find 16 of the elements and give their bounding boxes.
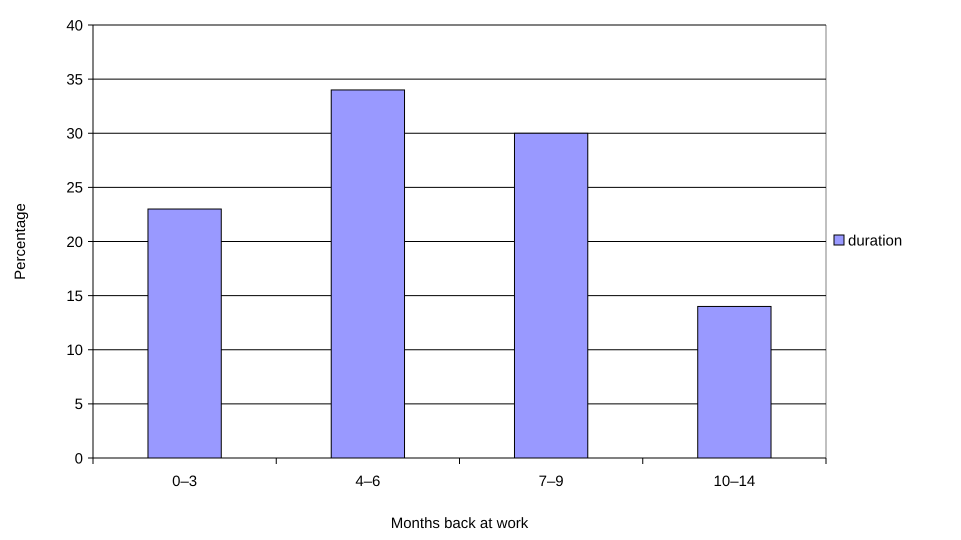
- y-tick-label: 10: [66, 342, 83, 359]
- x-tick-label: 0–3: [172, 473, 198, 490]
- y-tick-label: 40: [66, 17, 83, 34]
- legend-label: duration: [848, 232, 902, 250]
- y-axis-title: Percentage: [12, 203, 29, 280]
- y-tick-label: 0: [74, 450, 83, 468]
- x-tick-label: 7–9: [538, 473, 564, 490]
- y-tick-label: 30: [66, 126, 83, 142]
- x-tick-label: 4–6: [355, 473, 380, 490]
- y-tick-label: 5: [74, 396, 83, 414]
- y-tick-label: 35: [66, 71, 83, 88]
- y-tick-label: 15: [66, 288, 83, 305]
- y-tick-label: 20: [66, 234, 83, 251]
- y-tick-label: 25: [66, 180, 83, 197]
- x-tick-label: 10–14: [714, 473, 756, 490]
- x-axis-title: Months back at work: [390, 515, 529, 532]
